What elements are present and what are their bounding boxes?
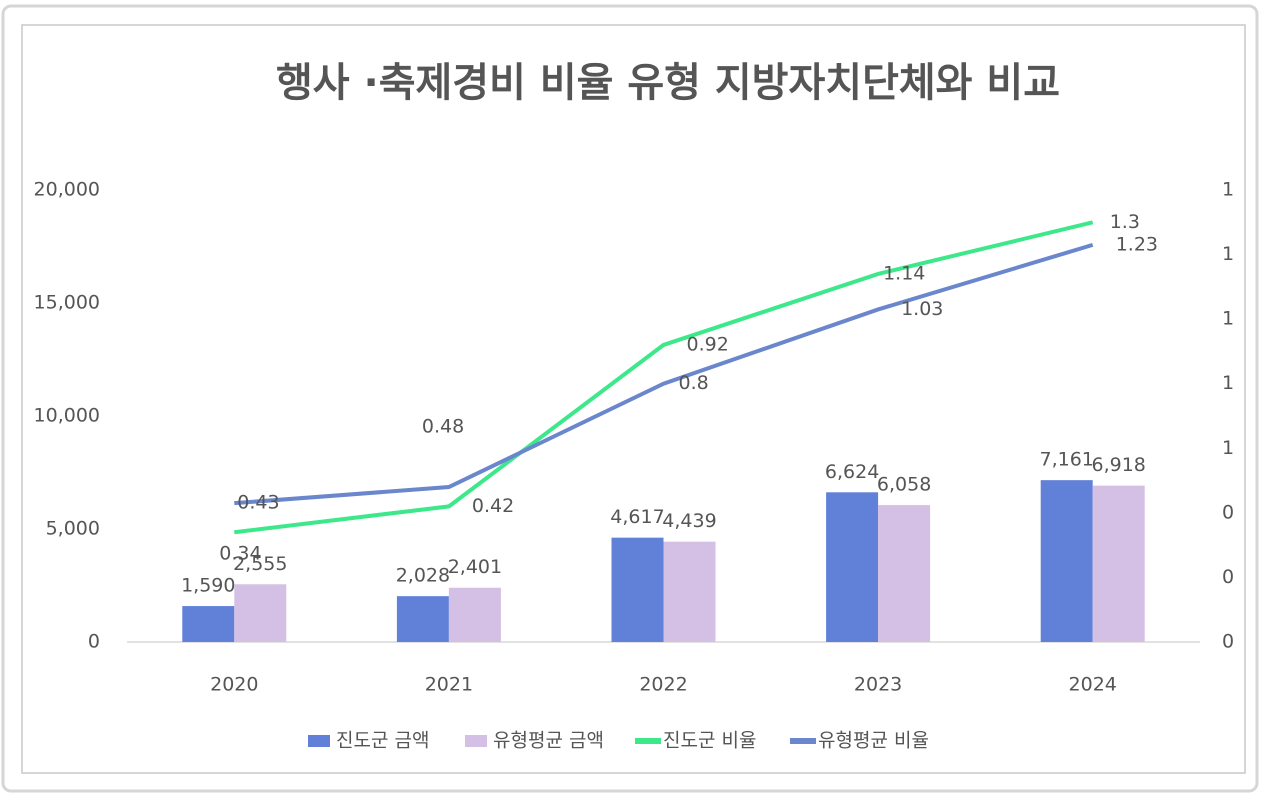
- bar-value-label: 6,058: [877, 474, 931, 496]
- legend-label: 유형평균 비율: [818, 730, 929, 752]
- legend-swatch: [308, 735, 330, 747]
- bar: [1092, 485, 1145, 642]
- y-tick-label: 15,000: [34, 292, 100, 314]
- legend-label: 진도군 비율: [663, 730, 756, 752]
- line-value-label: 0.43: [237, 492, 279, 514]
- line-value-label: 0.92: [687, 333, 729, 355]
- legend-swatch: [465, 735, 487, 747]
- line-value-label: 1.14: [883, 262, 925, 284]
- bar-value-label: 2,401: [448, 556, 502, 578]
- bar: [611, 537, 664, 642]
- y2-tick-label: 1: [1222, 437, 1234, 459]
- x-tick-label: 2020: [210, 674, 258, 696]
- bar: [878, 505, 931, 642]
- bar-value-label: 4,439: [662, 510, 716, 532]
- bar-value-label: 1,590: [181, 575, 235, 597]
- bar-value-label: 2,555: [233, 553, 287, 575]
- line: [234, 242, 1094, 506]
- x-tick-label: 2023: [854, 674, 902, 696]
- line-value-label: 1.03: [901, 298, 943, 320]
- y-tick-label: 0: [88, 631, 100, 653]
- y-tick-label: 20,000: [34, 179, 100, 201]
- line: [234, 220, 1094, 535]
- bar: [182, 606, 235, 642]
- bar-value-label: 7,161: [1039, 449, 1093, 471]
- y2-tick-label: 1: [1222, 372, 1234, 394]
- line-value-label: 0.42: [472, 495, 514, 517]
- y2-tick-label: 0: [1222, 501, 1234, 523]
- legend-label: 유형평균 금액: [493, 730, 604, 752]
- y2-tick-label: 1: [1222, 308, 1234, 330]
- y2-tick-label: 0: [1222, 566, 1234, 588]
- line-value-label: 1.3: [1110, 211, 1140, 233]
- bar-value-label: 4,617: [610, 506, 664, 528]
- line-value-label: 1.23: [1116, 233, 1158, 255]
- bar: [448, 587, 501, 642]
- y2-tick-label: 1: [1222, 243, 1234, 265]
- bar: [396, 596, 449, 642]
- line-value-label: 0.48: [422, 416, 464, 438]
- y2-tick-label: 1: [1222, 179, 1234, 201]
- y-tick-label: 10,000: [34, 405, 100, 427]
- bar: [826, 492, 879, 642]
- legend-label: 진도군 금액: [336, 730, 429, 752]
- line-value-label: 0.8: [679, 372, 709, 394]
- bar-value-label: 2,028: [396, 565, 450, 587]
- y-tick-label: 5,000: [46, 518, 100, 540]
- bar-value-label: 6,624: [825, 461, 879, 483]
- x-tick-label: 2021: [425, 674, 473, 696]
- bar: [234, 584, 287, 642]
- chart-title: 행사 ·축제경비 비율 유형 지방자치단체와 비교: [276, 60, 1060, 106]
- bar: [1040, 480, 1093, 642]
- y2-tick-label: 0: [1222, 631, 1234, 653]
- x-tick-label: 2022: [639, 674, 687, 696]
- bar: [663, 541, 716, 642]
- bar-value-label: 6,918: [1091, 454, 1145, 476]
- x-tick-label: 2024: [1069, 674, 1117, 696]
- line-value-label: 0.34: [219, 543, 261, 565]
